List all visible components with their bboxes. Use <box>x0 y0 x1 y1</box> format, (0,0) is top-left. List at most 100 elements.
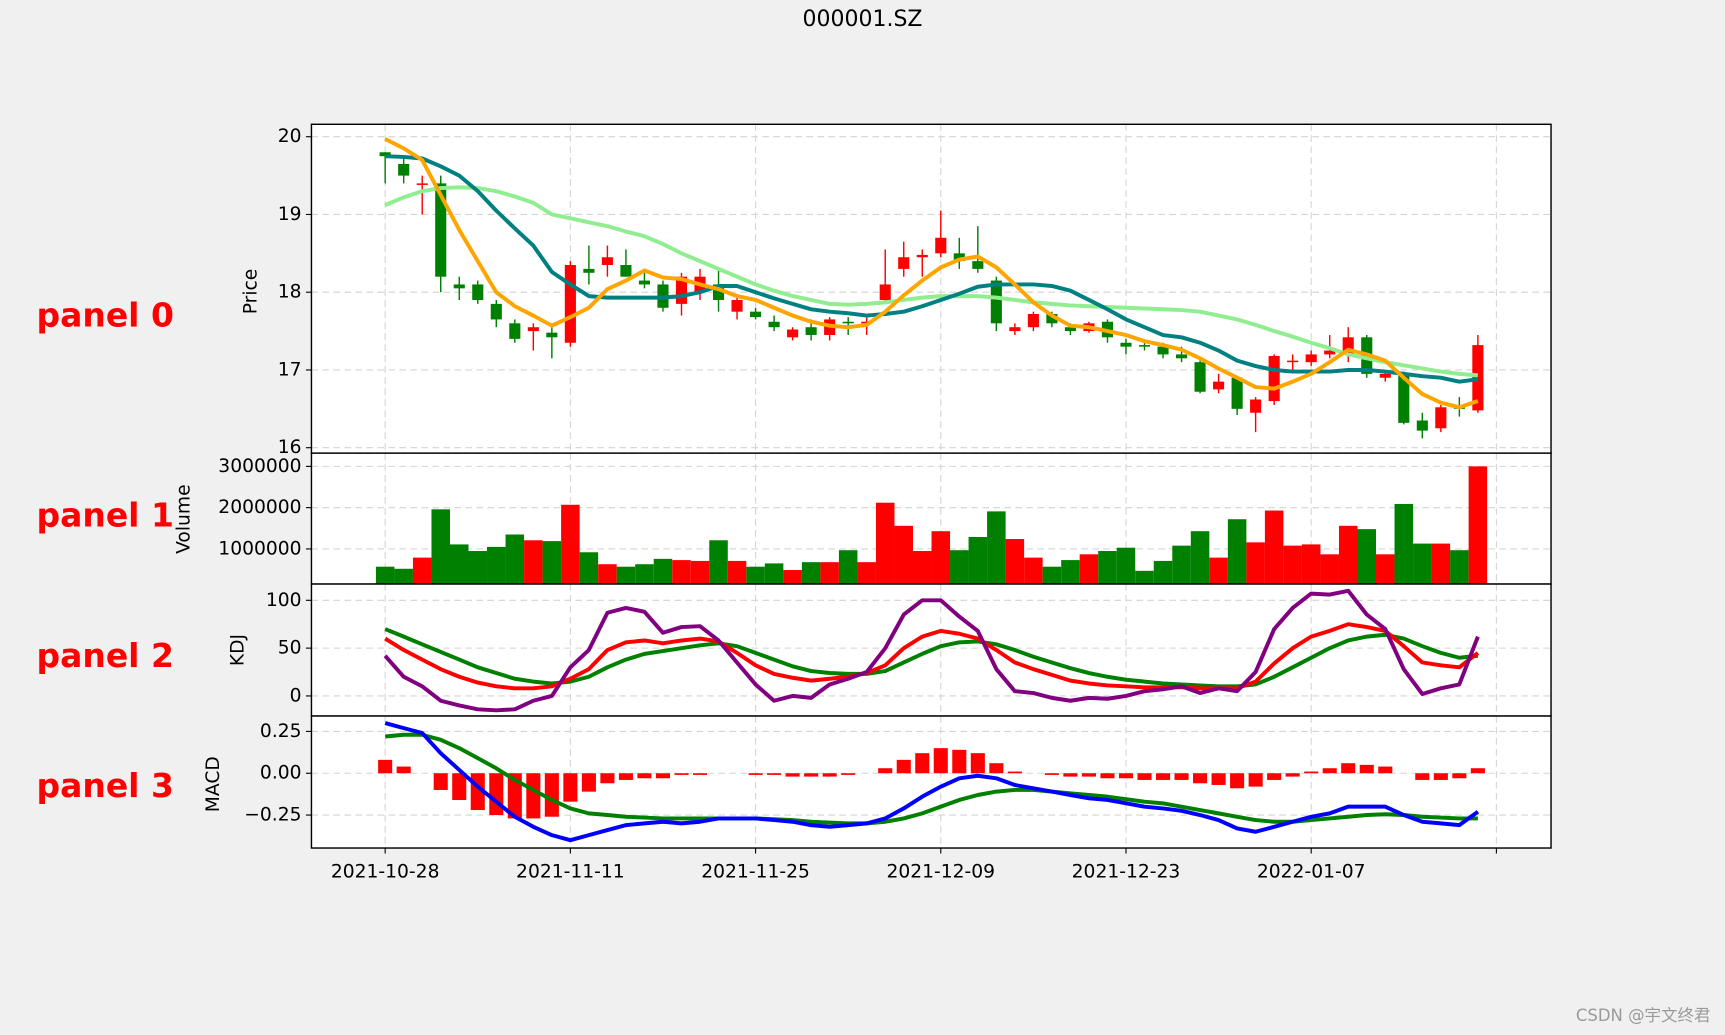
histogram-bar <box>1118 773 1134 779</box>
volume-bar <box>1153 560 1173 585</box>
candle-body <box>1250 399 1262 413</box>
histogram-bar <box>1063 773 1078 777</box>
candle-body <box>435 183 447 277</box>
candle-body <box>1009 327 1021 332</box>
candle-body <box>1416 420 1428 431</box>
histogram-bar <box>748 773 763 775</box>
histogram-bar <box>841 773 856 775</box>
histogram-bar <box>489 773 504 816</box>
volume-bar <box>561 504 580 585</box>
volume-bar <box>449 544 469 585</box>
candle-body <box>1287 360 1299 363</box>
x-tick-label: 2021-10-28 <box>331 862 440 883</box>
volume-bar <box>653 558 673 585</box>
y-tick-label: 3000000 <box>218 456 301 477</box>
line-series <box>384 185 1479 378</box>
volume-bar <box>542 541 562 585</box>
volume-bar <box>1376 554 1395 585</box>
histogram-bar <box>952 749 967 774</box>
volume-bar <box>875 502 895 585</box>
candle-body <box>490 303 502 320</box>
candle-body <box>1398 373 1410 423</box>
histogram-bar <box>1304 771 1319 774</box>
volume-bar <box>1024 557 1043 585</box>
candle-body <box>1138 345 1151 347</box>
volume-bar <box>783 570 802 585</box>
volume-bar <box>1005 539 1025 585</box>
histogram-bar <box>1248 773 1263 787</box>
panel <box>311 453 1552 585</box>
candle-body <box>1231 377 1243 409</box>
volume-bar <box>524 540 543 585</box>
histogram-bar <box>1137 773 1152 780</box>
histogram-bar <box>1452 773 1467 779</box>
x-tick-label: 2021-12-09 <box>886 862 995 883</box>
candle-body <box>1435 407 1447 429</box>
histogram-bar <box>1378 766 1393 774</box>
candle-body <box>1213 381 1225 390</box>
volume-bar <box>764 563 784 585</box>
histogram-bar <box>915 753 930 774</box>
volume-bar <box>412 557 432 585</box>
candle-body <box>1472 345 1484 411</box>
panel <box>311 716 1552 849</box>
volume-bar <box>1357 529 1377 585</box>
candle-body <box>546 332 558 338</box>
candle-body <box>1379 373 1391 378</box>
volume-bar <box>1338 525 1358 585</box>
volume-bar <box>1190 531 1210 585</box>
candle-body <box>1027 313 1039 328</box>
candle-body <box>1324 350 1336 355</box>
y-tick-label: 20 <box>278 126 302 147</box>
histogram-bar <box>563 773 578 802</box>
candle-body <box>1194 362 1206 392</box>
volume-bar <box>1246 542 1265 585</box>
volume-bar <box>727 560 747 585</box>
candle-body <box>712 284 725 300</box>
histogram-bar <box>1007 771 1022 774</box>
candle-body <box>953 253 965 262</box>
chart-title: 000001.SZ <box>803 7 923 32</box>
y-tick-label: 2000000 <box>218 497 301 518</box>
volume-bar <box>987 511 1006 585</box>
panel-annotation: panel 1 <box>36 495 173 534</box>
candle-body <box>620 265 632 277</box>
volume-bar <box>1431 543 1451 585</box>
histogram-bar <box>433 773 448 790</box>
volume-bar <box>468 551 488 585</box>
y-tick-label: 17 <box>278 359 302 380</box>
x-tick-label: 2021-11-25 <box>701 862 810 883</box>
panel <box>311 584 1552 717</box>
histogram-bar <box>674 773 689 775</box>
volume-bar <box>1061 560 1080 585</box>
volume-bar <box>598 564 617 585</box>
line-series <box>385 154 1479 384</box>
volume-bar <box>1320 554 1339 585</box>
histogram-bar <box>1100 773 1115 779</box>
volume-bar <box>1227 519 1247 585</box>
histogram-bar <box>1341 763 1356 774</box>
volume-bar <box>746 566 765 585</box>
y-tick-label: 0 <box>290 685 302 706</box>
candle-body <box>1268 355 1280 402</box>
panel-frame <box>310 715 1552 849</box>
volume-bar <box>1209 557 1228 585</box>
histogram-bar <box>692 773 708 775</box>
candle-body <box>1305 354 1317 363</box>
candle-body <box>675 276 688 304</box>
histogram-bar <box>1044 773 1059 775</box>
y-axis-label: MACD <box>203 756 224 812</box>
y-tick-label: 18 <box>278 282 302 303</box>
volume-bar <box>1116 547 1136 585</box>
histogram-bar <box>1470 768 1485 774</box>
panel-annotation: panel 2 <box>36 636 173 675</box>
volume-bar <box>1394 503 1414 585</box>
y-axis-label: Volume <box>173 484 194 554</box>
line-series <box>384 721 1480 843</box>
histogram-bar <box>581 773 596 792</box>
panel-annotation: panel 3 <box>36 766 173 805</box>
histogram-bar <box>804 773 819 777</box>
panel <box>311 124 1552 454</box>
candle-body <box>879 284 891 300</box>
